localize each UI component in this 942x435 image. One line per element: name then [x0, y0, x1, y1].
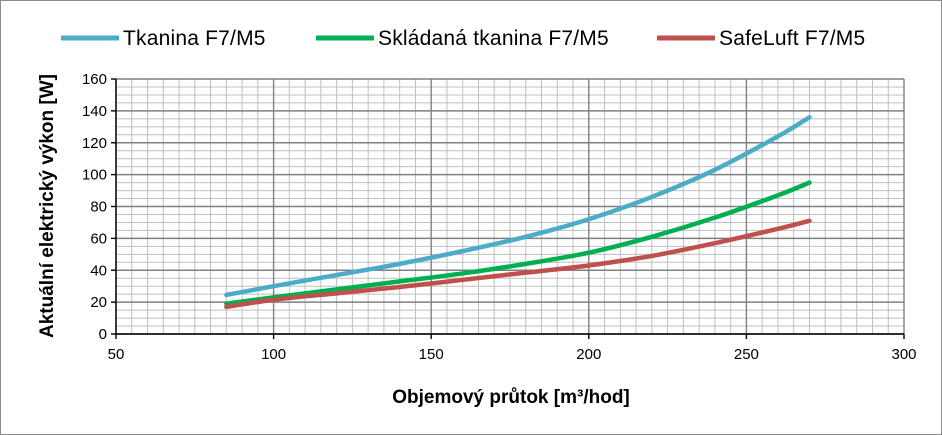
y-tick-label: 140: [82, 103, 107, 120]
y-tick-label: 60: [90, 230, 107, 247]
x-tick-labels: 50 100 150 200 250 300: [108, 346, 917, 363]
series-line-2: [224, 180, 812, 306]
legend-label-3: SafeLuft F7/M5: [719, 27, 865, 50]
y-tick-label: 80: [90, 199, 107, 216]
y-axis-title: Aktuální elektrický výkon [W]: [37, 74, 58, 338]
x-tick-label: 50: [108, 346, 125, 363]
series-line-1: [224, 115, 812, 298]
legend: Tkanina F7/M5 Skládaná tkanina F7/M5 SafeL…: [61, 27, 865, 50]
major-gridlines: [115, 78, 905, 335]
y-tick-labels: 0 20 40 60 80 100 120 140 160: [82, 71, 107, 343]
x-tick-label: 300: [891, 346, 916, 363]
x-tick-label: 100: [261, 346, 286, 363]
y-tick-label: 120: [82, 135, 107, 152]
legend-label-2: Skládaná tkanina F7/M5: [378, 27, 609, 50]
series-line-3: [224, 218, 812, 310]
x-tick-label: 200: [576, 346, 601, 363]
series-lines: [224, 115, 812, 310]
y-tick-label: 100: [82, 167, 107, 184]
axes: [111, 78, 905, 339]
y-tick-label: 20: [90, 294, 107, 311]
x-tick-label: 150: [419, 346, 444, 363]
legend-label-1: Tkanina F7/M5: [123, 27, 266, 50]
y-tick-label: 40: [90, 262, 107, 279]
y-tick-label: 160: [82, 71, 107, 88]
x-tick-label: 250: [734, 346, 759, 363]
x-axis-title: Objemový průtok [m³/hod]: [392, 387, 630, 408]
y-tick-label: 0: [99, 326, 107, 343]
